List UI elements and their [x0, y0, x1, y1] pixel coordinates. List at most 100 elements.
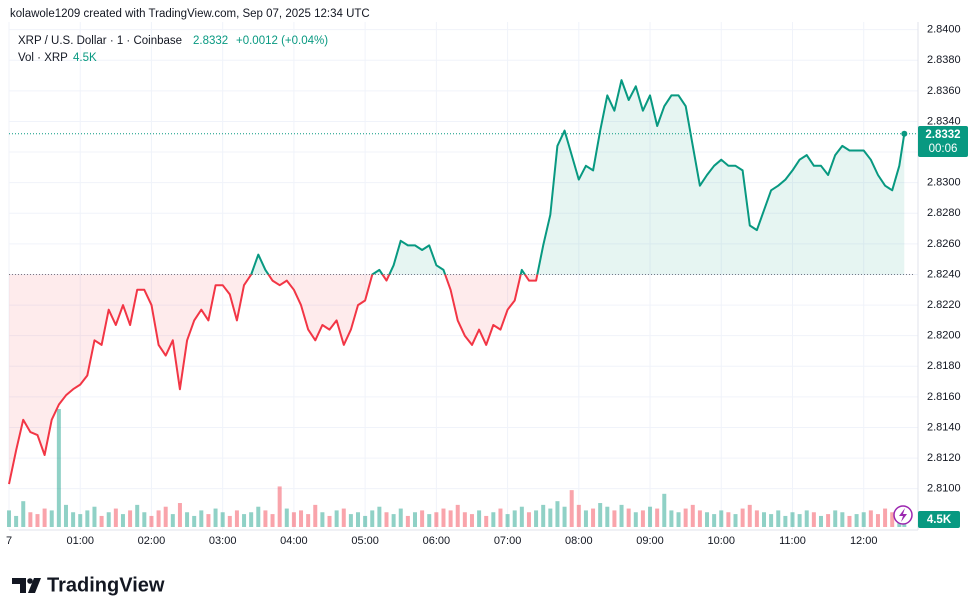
volume-bar	[405, 515, 410, 527]
x-tick-label: 7	[6, 535, 12, 547]
x-tick-label: 10:00	[707, 535, 735, 547]
volume-bar	[833, 510, 838, 527]
price-line	[8, 79, 906, 485]
volume-bar	[142, 512, 147, 527]
countdown: 00:06	[929, 143, 958, 155]
volume-bar	[185, 512, 190, 527]
volume-bar	[206, 514, 211, 527]
volume-bar	[762, 512, 766, 527]
volume-bar	[669, 510, 674, 527]
logo-icon	[12, 578, 41, 593]
price-change: +0.0012 (+0.04%)	[236, 35, 328, 47]
y-tick-label: 2.8340	[927, 115, 961, 127]
symbol: XRP / U.S. Dollar · 1 · Coinbase	[18, 35, 182, 47]
volume-bar	[270, 514, 275, 527]
last-price: 2.8332	[193, 35, 228, 47]
volume-bar	[455, 504, 460, 527]
volume-bar	[591, 508, 596, 527]
volume-bar	[705, 512, 710, 527]
volume-bar	[327, 515, 332, 527]
volume-bar	[49, 510, 54, 527]
y-tick-label: 2.8260	[927, 238, 961, 250]
y-tick-label: 2.8200	[927, 330, 961, 342]
volume-bar	[541, 504, 546, 527]
volume-bar	[21, 501, 26, 527]
alert-bolt	[899, 508, 907, 522]
volume-bar	[868, 510, 873, 527]
volume-bar	[769, 514, 774, 527]
y-tick-label: 2.8180	[927, 360, 961, 372]
volume-bar	[776, 510, 781, 527]
volume-bar	[598, 503, 603, 527]
volume-bar	[277, 486, 282, 527]
logo-part	[12, 578, 26, 593]
volume-bar	[420, 510, 425, 527]
x-tick-label: 04:00	[280, 535, 308, 547]
volume-bar	[697, 510, 702, 527]
volume-bar	[583, 510, 588, 527]
x-tick-label: 12:00	[850, 535, 878, 547]
volume-bar	[391, 514, 396, 527]
volume-bar	[719, 510, 724, 527]
credit: kolawole1209 created with TradingView.co…	[10, 8, 370, 20]
volume-bar	[199, 510, 204, 527]
volume-bar	[170, 514, 175, 527]
volume-bar	[826, 514, 831, 527]
volume-bar	[63, 504, 68, 527]
volume-bar	[28, 512, 33, 527]
volume-bar	[811, 512, 816, 527]
volume-bar	[655, 508, 660, 527]
volume-bar	[85, 510, 90, 527]
volume-bar	[242, 514, 247, 527]
volume-bar	[526, 512, 531, 527]
volume-bar	[213, 508, 218, 527]
volume-bar	[840, 512, 845, 527]
volume-bar	[92, 506, 97, 527]
volume-bar	[227, 515, 232, 527]
x-tick-label: 06:00	[423, 535, 451, 547]
volume-bar	[192, 515, 197, 527]
volume-bar	[299, 510, 304, 527]
volume-bar	[163, 506, 168, 527]
volume-bar	[469, 514, 474, 527]
volume-bar	[313, 504, 318, 527]
volume-bar	[99, 515, 104, 527]
volume-bar	[883, 508, 888, 527]
volume-bar	[726, 512, 731, 527]
volume-bar	[234, 510, 239, 527]
volume-bar	[818, 515, 823, 527]
x-tick-label: 11:00	[779, 535, 806, 547]
volume-bars	[7, 409, 907, 527]
y-tick-label: 2.8400	[927, 24, 961, 36]
volume-bar	[120, 514, 125, 527]
volume-bar	[875, 514, 880, 527]
volume-bar	[149, 515, 154, 527]
volume-bar	[555, 501, 560, 527]
volume-bar	[71, 512, 76, 527]
logo-part	[27, 578, 33, 584]
volume-bar	[348, 514, 353, 527]
volume-bar	[648, 506, 653, 527]
volume-label-box	[918, 511, 960, 528]
axes: 2.8100 2.8120 2.8140 2.8160 2.8180 2.8200 2.82…	[6, 24, 961, 547]
volume-bar	[633, 512, 638, 527]
volume-bar	[462, 512, 467, 527]
volume-bar	[562, 506, 567, 527]
volume-bar	[441, 508, 446, 527]
volume-bar	[370, 510, 375, 527]
volume-bar	[619, 504, 624, 527]
x-tick-label: 01:00	[66, 535, 94, 547]
x-tick-label: 02:00	[138, 535, 166, 547]
volume-bar	[861, 512, 866, 527]
volume-bar	[78, 514, 83, 527]
volume-bar	[291, 512, 296, 527]
volume-bar	[640, 510, 645, 527]
volume-bar	[733, 514, 738, 527]
logo-text: TradingView	[47, 574, 165, 596]
volume-bar	[576, 504, 581, 527]
y-tick-label: 2.8360	[927, 85, 961, 97]
volume-bar	[135, 504, 140, 527]
volume-bar	[427, 514, 432, 527]
x-tick-label: 09:00	[636, 535, 664, 547]
volume-bar	[249, 512, 254, 527]
